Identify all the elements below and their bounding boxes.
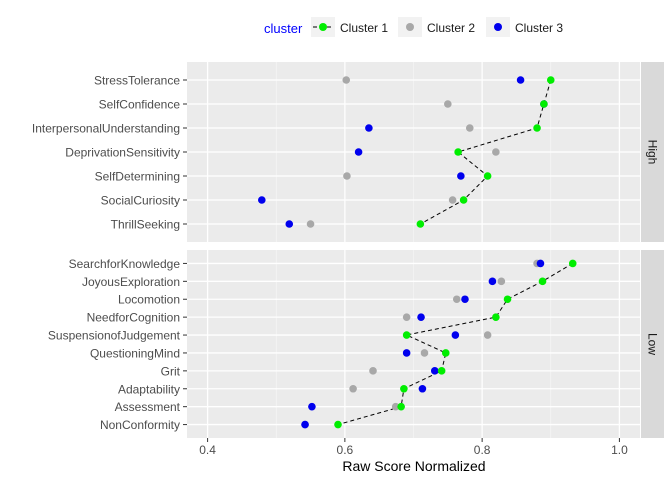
- point-cluster-1-selfconfidence: [540, 100, 548, 108]
- point-cluster-1-thrillseeking: [416, 220, 425, 228]
- point-cluster-3-needforcognition: [417, 313, 425, 321]
- point-cluster-2-locomotion: [452, 295, 461, 304]
- legend-key-point: [494, 23, 502, 31]
- facet-strip: [641, 250, 664, 438]
- facet-strip-label-low: Low: [646, 333, 660, 355]
- y-tick-label-questioningmind: QuestioningMind: [90, 346, 180, 360]
- point-cluster-2-assessment: [391, 402, 400, 411]
- y-tick-label-selfconfidence: SelfConfidence: [99, 98, 181, 112]
- y-tick-label-interpersonalunderstanding: InterpersonalUnderstanding: [32, 122, 180, 136]
- y-tick-label-joyousexploration: JoyousExploration: [82, 275, 180, 289]
- y-tick-label-selfdetermining: SelfDetermining: [95, 170, 180, 184]
- point-cluster-1-joyousexploration: [538, 277, 547, 286]
- point-cluster-3-suspensionofjudgement: [451, 331, 460, 339]
- panels: StressTolerance SelfConfidence Interperson…: [32, 62, 664, 438]
- point-cluster-1-grit: [437, 367, 446, 375]
- point-cluster-3-nonconformity: [301, 420, 309, 429]
- point-cluster-2-socialcuriosity: [448, 196, 457, 204]
- point-cluster-1-socialcuriosity: [459, 196, 468, 204]
- point-cluster-2-adaptability: [349, 384, 357, 393]
- x-axis-title: Raw Score Normalized: [342, 458, 485, 474]
- x-tick-label-1-0: 1.0: [611, 443, 628, 457]
- point-cluster-2-needforcognition: [402, 313, 411, 321]
- y-tick-label-grit: Grit: [161, 364, 181, 378]
- panel-low: SearchforKnowledge JoyousExploration Locom…: [48, 250, 664, 438]
- facet-strip-label-high: High: [646, 140, 660, 165]
- point-cluster-3-interpersonalunderstanding: [365, 124, 373, 132]
- point-cluster-1-stresstolerance: [546, 76, 555, 84]
- point-cluster-1-selfdetermining: [483, 172, 492, 180]
- point-cluster-2-selfconfidence: [444, 100, 452, 108]
- legend-title: cluster: [264, 21, 303, 36]
- point-cluster-2-interpersonalunderstanding: [465, 124, 474, 132]
- y-tick-label-deprivationsensitivity: DeprivationSensitivity: [65, 146, 180, 160]
- point-cluster-1-needforcognition: [492, 313, 500, 321]
- legend-label: Cluster 3: [515, 21, 563, 35]
- x-tick-label-0-8: 0.8: [474, 443, 491, 457]
- point-cluster-1-deprivationsensitivity: [454, 148, 462, 156]
- point-cluster-2-suspensionofjudgement: [483, 331, 492, 339]
- point-cluster-3-questioningmind: [402, 349, 411, 357]
- legend-item-cluster-2: Cluster 2: [398, 17, 475, 37]
- point-cluster-3-thrillseeking: [285, 220, 294, 228]
- point-cluster-1-searchforknowledge: [568, 259, 577, 268]
- point-cluster-3-assessment: [308, 402, 316, 411]
- point-cluster-2-stresstolerance: [342, 76, 351, 84]
- point-cluster-1-questioningmind: [441, 349, 450, 357]
- y-tick-label-adaptability: Adaptability: [118, 382, 180, 396]
- y-tick-label-suspensionofjudgement: SuspensionofJudgement: [48, 329, 181, 343]
- legend-item-cluster-1: Cluster 1: [311, 17, 388, 37]
- point-cluster-2-deprivationsensitivity: [492, 148, 500, 156]
- point-cluster-1-assessment: [397, 402, 405, 411]
- y-tick-label-thrillseeking: ThrillSeeking: [111, 218, 180, 232]
- legend-key-point: [319, 23, 327, 31]
- facet-strip: [641, 62, 664, 242]
- point-cluster-3-locomotion: [461, 295, 469, 304]
- point-cluster-1-interpersonalunderstanding: [533, 124, 541, 132]
- x-tick-label-0-6: 0.6: [337, 443, 354, 457]
- y-tick-label-searchforknowledge: SearchforKnowledge: [69, 257, 181, 271]
- y-tick-label-socialcuriosity: SocialCuriosity: [101, 194, 180, 208]
- x-tick-label-0-4: 0.4: [199, 443, 216, 457]
- point-cluster-1-nonconformity: [334, 420, 342, 429]
- point-cluster-3-selfdetermining: [457, 172, 465, 180]
- point-cluster-2-grit: [369, 367, 377, 375]
- point-cluster-2-questioningmind: [420, 349, 429, 357]
- legend: cluster Cluster 1 Cluster 2 Cluster 3: [264, 17, 563, 37]
- point-cluster-3-socialcuriosity: [258, 196, 266, 204]
- point-cluster-1-adaptability: [400, 384, 408, 393]
- legend-key-point: [406, 23, 414, 31]
- point-cluster-1-locomotion: [503, 295, 512, 304]
- point-cluster-3-deprivationsensitivity: [354, 148, 363, 156]
- point-cluster-1-suspensionofjudgement: [402, 331, 411, 339]
- y-tick-label-nonconformity: NonConformity: [100, 418, 180, 432]
- y-tick-label-needforcognition: NeedforCognition: [87, 311, 180, 325]
- point-cluster-3-searchforknowledge: [536, 259, 545, 268]
- point-cluster-2-thrillseeking: [306, 220, 315, 228]
- point-cluster-2-joyousexploration: [497, 277, 506, 286]
- y-tick-label-locomotion: Locomotion: [118, 293, 180, 307]
- point-cluster-2-selfdetermining: [343, 172, 351, 180]
- point-cluster-3-adaptability: [418, 384, 427, 393]
- y-tick-label-assessment: Assessment: [115, 400, 181, 414]
- y-tick-label-stresstolerance: StressTolerance: [94, 74, 180, 88]
- legend-label: Cluster 1: [340, 21, 388, 35]
- panel-high: StressTolerance SelfConfidence Interperson…: [32, 62, 664, 242]
- point-cluster-3-stresstolerance: [516, 76, 525, 84]
- legend-label: Cluster 2: [427, 21, 475, 35]
- point-cluster-3-joyousexploration: [488, 277, 497, 286]
- legend-item-cluster-3: Cluster 3: [486, 17, 563, 37]
- point-cluster-3-grit: [430, 367, 439, 375]
